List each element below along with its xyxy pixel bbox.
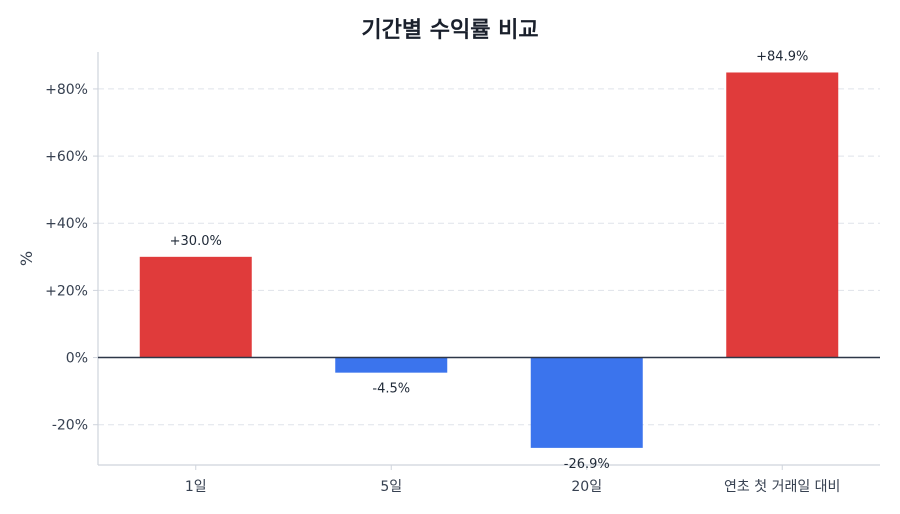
labels: -20% 0% +20% +40% +60% +80% 1일 +30.0% 5일 -4.5% 20일… — [17, 49, 840, 495]
y-axis-label: % — [17, 251, 36, 266]
y-tick-label: +40% — [45, 216, 88, 232]
y-tick-label: -20% — [52, 418, 88, 434]
bar — [335, 357, 448, 373]
x-tick-label: 연초 첫 거래일 대비 — [724, 479, 840, 495]
bar — [530, 357, 643, 448]
bars — [139, 72, 839, 448]
chart-title: 기간별 수익률 비교 — [361, 18, 539, 43]
bar — [726, 72, 839, 358]
data-label: +84.9% — [756, 49, 808, 64]
y-tick-label: +20% — [45, 283, 88, 299]
y-tick-label: +80% — [45, 82, 88, 98]
y-tick-label: 0% — [66, 351, 88, 367]
axes — [93, 52, 880, 470]
data-label: +30.0% — [170, 234, 222, 249]
data-label: -4.5% — [372, 382, 410, 397]
y-tick-label: +60% — [45, 149, 88, 165]
x-tick-label: 1일 — [185, 479, 207, 495]
x-tick-label: 20일 — [571, 479, 602, 495]
data-label: -26.9% — [564, 457, 610, 472]
x-tick-label: 5일 — [380, 479, 402, 495]
bar — [139, 256, 252, 358]
